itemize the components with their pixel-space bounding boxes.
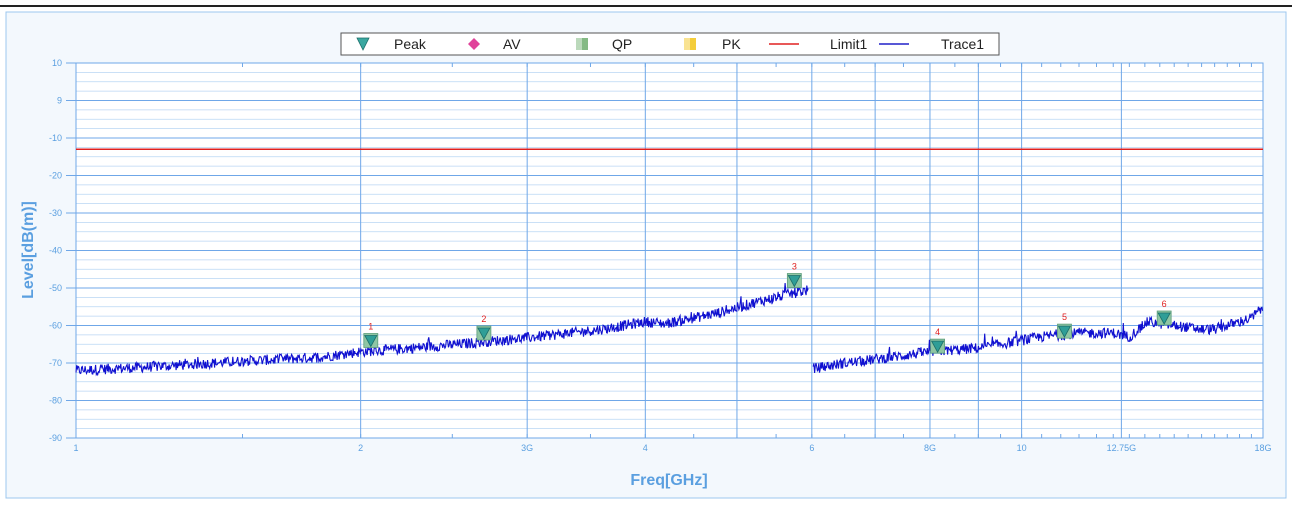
legend-label: PK <box>722 36 741 52</box>
legend-label: QP <box>612 36 632 52</box>
legend-box <box>340 32 1000 56</box>
peak-triangle-icon <box>364 335 378 348</box>
legend-item-qp[interactable]: QP <box>576 36 632 52</box>
y-tick-label: -50 <box>49 283 62 293</box>
y-tick-label: -40 <box>49 246 62 256</box>
av-diamond-icon <box>468 38 480 50</box>
peak-marker-4[interactable]: 4 <box>930 327 946 354</box>
marker-label: 3 <box>792 262 797 272</box>
peak-marker-6[interactable]: 6 <box>1156 299 1172 326</box>
trace1-line <box>812 306 1264 374</box>
y-tick-label: 9 <box>57 96 62 106</box>
qp-square-icon <box>576 38 588 50</box>
y-axis-label: Level[dB(m)] <box>20 201 37 299</box>
y-tick-label: -30 <box>49 208 62 218</box>
x-tick-label: 1 <box>73 443 78 453</box>
grid <box>75 62 1264 439</box>
square-highlight <box>576 38 582 50</box>
legend-item-av[interactable]: AV <box>468 36 521 52</box>
y-tick-label: -70 <box>49 358 62 368</box>
x-axis-label: Freq[GHz] <box>630 472 707 489</box>
x-tick-label: 3G <box>521 443 533 453</box>
x-tick-label: 2 <box>358 443 363 453</box>
trace1-line <box>75 283 809 377</box>
marker-group: 1 2 3 4 5 6 <box>363 262 1172 354</box>
y-tick-label: 10 <box>52 58 62 68</box>
peak-triangle-icon <box>477 327 491 340</box>
y-tick-label: -60 <box>49 321 62 331</box>
peak-marker-3[interactable]: 3 <box>786 262 802 288</box>
peak-triangle-icon <box>1057 325 1072 338</box>
peak-marker-2[interactable]: 2 <box>476 314 492 341</box>
square-highlight <box>684 38 690 50</box>
legend-item-trace1[interactable]: Trace1 <box>879 36 984 52</box>
x-tick-label: 4 <box>643 443 648 453</box>
x-tick-label: 6 <box>809 443 814 453</box>
peak-triangle-icon <box>930 340 945 353</box>
legend-label: AV <box>503 36 521 52</box>
marker-label: 1 <box>368 322 373 332</box>
x-tick-label: 18G <box>1254 443 1271 453</box>
peak-triangle-icon <box>787 275 802 288</box>
y-tick-label: -20 <box>49 171 62 181</box>
peak-marker-5[interactable]: 5 <box>1057 312 1072 339</box>
trace-group <box>75 283 1264 377</box>
legend-item-pk[interactable]: PK <box>684 36 741 52</box>
x-tick-label: 10 <box>1017 443 1027 453</box>
marker-label: 6 <box>1162 299 1167 309</box>
x-tick-label: 12.75G <box>1107 443 1137 453</box>
x-tick-label: 8G <box>924 443 936 453</box>
legend-label: Trace1 <box>941 36 984 52</box>
pk-square-icon <box>684 38 696 50</box>
legend-item-limit1[interactable]: Limit1 <box>769 36 868 52</box>
peak-marker-1[interactable]: 1 <box>363 322 379 348</box>
marker-label: 4 <box>935 327 940 337</box>
peak-triangle-icon <box>1157 312 1171 325</box>
marker-label: 5 <box>1062 312 1067 322</box>
legend-label: Peak <box>394 36 427 52</box>
y-tick-label: -80 <box>49 396 62 406</box>
y-tick-label: -90 <box>49 433 62 443</box>
y-tick-labels: 10 9 -10 -20 -30 -40 -50 -60 -70 -80 -90 <box>49 58 76 443</box>
y-tick-label: -10 <box>49 133 62 143</box>
marker-label: 2 <box>481 314 486 324</box>
legend-item-peak[interactable]: Peak <box>356 36 427 52</box>
peak-triangle-icon <box>356 37 370 51</box>
legend[interactable]: Peak AV QP PK Limit1 Trace1 <box>340 32 1000 56</box>
x-tick-labels: 1 2 3G 4 6 8G 10 12.75G 18G <box>73 443 1271 453</box>
legend-label: Limit1 <box>830 36 868 52</box>
